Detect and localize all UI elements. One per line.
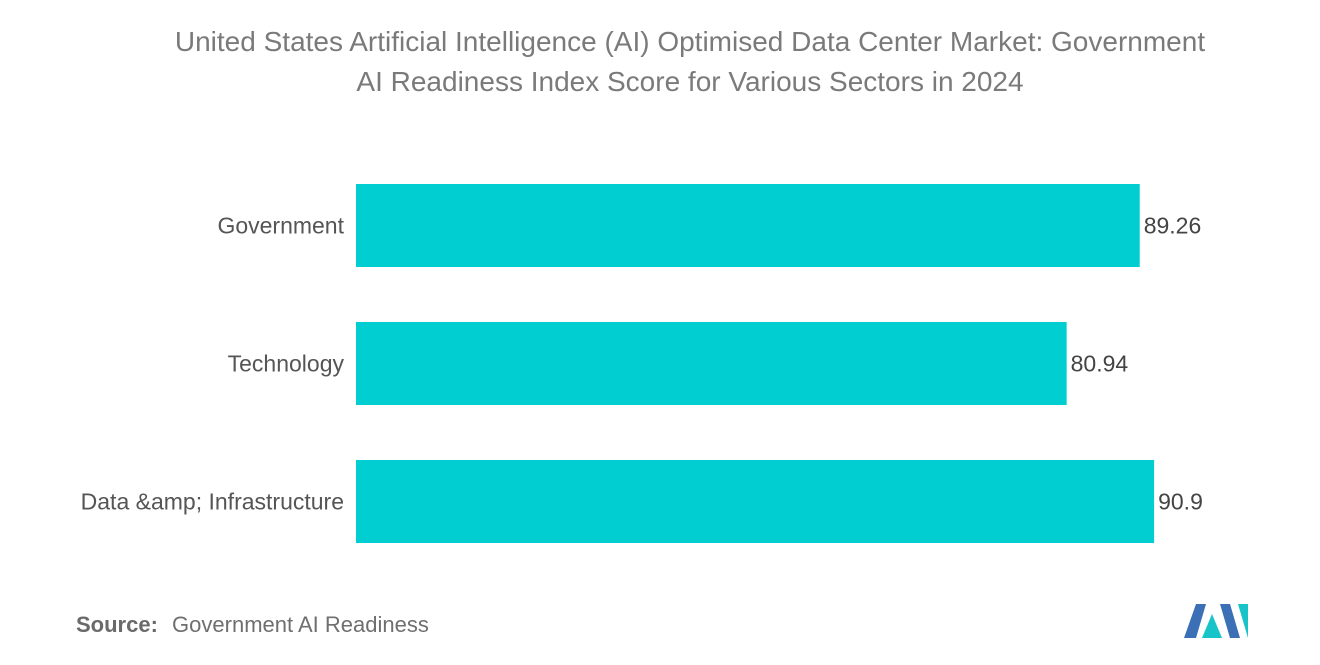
- logo-shape-right-b: [1238, 604, 1248, 638]
- category-label-1: Technology: [228, 351, 345, 377]
- bar-0: [356, 184, 1140, 267]
- bar-1: [356, 322, 1067, 405]
- value-label-2: 90.9: [1158, 489, 1203, 515]
- logo-shape-left: [1184, 604, 1206, 638]
- category-label-2: Data &amp; Infrastructure: [81, 489, 344, 515]
- chart-title: United States Artificial Intelligence (A…: [60, 22, 1320, 102]
- logo-shape-mid: [1202, 614, 1222, 638]
- source-label: Source:: [76, 612, 158, 637]
- bar-2: [356, 460, 1155, 543]
- bar-chart: Government 89.26 Technology 80.94 Data &amp;…: [81, 184, 1203, 543]
- source-text: Government AI Readiness: [172, 612, 429, 637]
- value-label-0: 89.26: [1144, 213, 1202, 239]
- source-note: Source: Government AI Readiness: [76, 612, 429, 638]
- mordor-intelligence-logo-icon: [1184, 604, 1248, 638]
- chart-title-line-2: AI Readiness Index Score for Various Sec…: [356, 66, 1024, 97]
- logo-shape-right-a: [1220, 604, 1240, 638]
- chart-title-line-1: United States Artificial Intelligence (A…: [174, 26, 1206, 57]
- category-label-0: Government: [217, 213, 344, 239]
- value-label-1: 80.94: [1071, 351, 1129, 377]
